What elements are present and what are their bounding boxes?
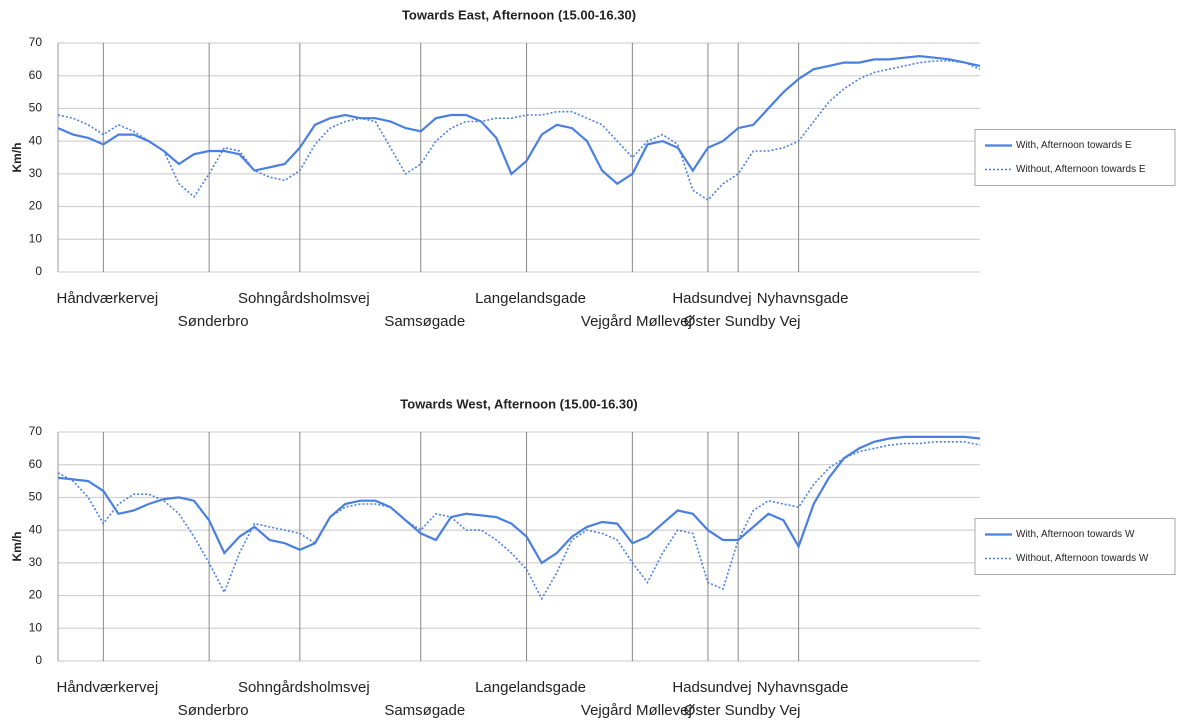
x-category-label: Sønderbro [178,702,249,719]
x-category-label: Langelandsgade [475,290,586,307]
y-tick-label: 10 [29,620,43,634]
y-tick-label: 30 [29,555,43,569]
x-category-label: Hadsundvej [672,679,751,696]
x-category-label: Samsøgade [384,702,465,719]
legend-label: With, Afternoon towards E [1016,140,1132,151]
x-category-label: Hadsundvej [672,290,751,307]
x-category-label: Nyhavnsgade [757,679,849,696]
legend-label: With, Afternoon towards W [1016,529,1135,540]
x-category-label: Håndværkervej [56,290,158,307]
x-category-label: Langelandsgade [475,679,586,696]
x-category-label: Øster Sundby Vej [684,313,801,330]
x-category-label: Sohngårdsholmsvej [238,679,370,696]
y-tick-label: 0 [35,264,42,278]
y-tick-label: 20 [29,199,43,213]
y-tick-label: 30 [29,166,43,180]
y-tick-label: 50 [29,101,43,115]
x-category-label: Håndværkervej [56,679,158,696]
series-line [57,60,981,202]
x-category-label: Øster Sundby Vej [684,702,801,719]
y-tick-label: 50 [29,490,43,504]
legend-box [974,129,1176,186]
x-category-label: Sohngårdsholmsvej [238,290,370,307]
y-tick-label: 70 [29,424,43,438]
x-category-label: Samsøgade [384,313,465,330]
legend-label: Without, Afternoon towards E [1016,164,1146,175]
y-tick-label: 40 [29,133,43,147]
x-category-label: Sønderbro [178,313,249,330]
chart-title: Towards West, Afternoon (15.00-16.30) [400,396,637,411]
x-category-label: Vejgård Møllevej [581,702,692,719]
y-axis-label: Km/h [10,532,24,562]
y-axis-label: Km/h [10,143,24,173]
y-tick-label: 60 [29,68,43,82]
y-tick-label: 70 [29,35,43,49]
series-line [57,54,981,186]
y-tick-label: 60 [29,457,43,471]
series-line [57,435,981,565]
x-category-label: Nyhavnsgade [757,290,849,307]
y-tick-label: 10 [29,231,43,245]
series-line [57,441,981,601]
y-tick-label: 20 [29,588,43,602]
legend-box [974,518,1176,575]
y-tick-label: 0 [35,653,42,667]
legend-label: Without, Afternoon towards W [1016,553,1149,564]
chart-title: Towards East, Afternoon (15.00-16.30) [402,7,636,22]
x-category-label: Vejgård Møllevej [581,313,692,330]
y-tick-label: 40 [29,522,43,536]
